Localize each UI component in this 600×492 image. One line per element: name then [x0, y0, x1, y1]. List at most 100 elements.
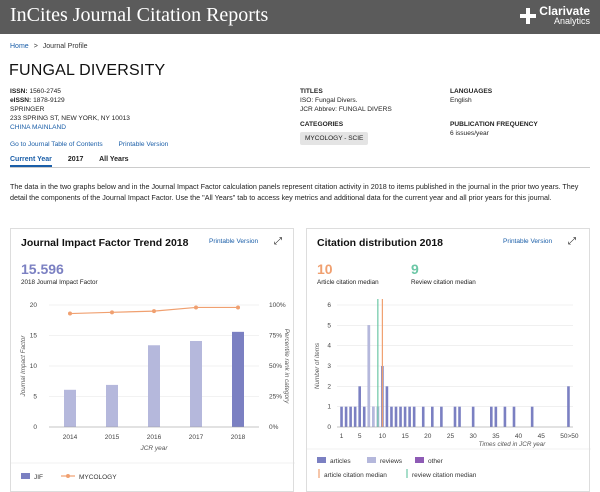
- y-tick-label: 10: [30, 363, 38, 370]
- clarivate-logo-icon: [520, 7, 537, 24]
- iso-value: Fungal Divers.: [315, 97, 358, 104]
- articles-bar: [340, 406, 343, 427]
- article-median-legend-label: article citation median: [324, 472, 387, 479]
- tab-2017[interactable]: 2017: [67, 156, 84, 163]
- articles-bar: [503, 406, 507, 427]
- y2-tick-label: 100%: [269, 302, 286, 309]
- breadcrumb: Home > Journal Profile: [10, 43, 88, 50]
- jif-bar: [106, 384, 118, 427]
- printable-version-link[interactable]: Printable Version: [118, 141, 169, 148]
- articles-bar: [403, 406, 407, 427]
- jif-bar: [190, 340, 202, 427]
- expand-icon[interactable]: ⤢: [568, 236, 576, 247]
- y2-tick-label: 50%: [269, 363, 282, 370]
- articles-bar: [421, 406, 425, 427]
- x-tick-label: 2017: [189, 434, 204, 441]
- mycology-point: [68, 311, 72, 316]
- y2-tick-label: 0%: [269, 424, 279, 431]
- x-tick-label: >50: [567, 433, 578, 440]
- reviews-bar: [367, 325, 371, 427]
- titles-section: TITLES ISO: Fungal Divers. JCR Abbrev: F…: [300, 87, 392, 114]
- citation-printable-link[interactable]: Printable Version: [503, 238, 553, 245]
- x-tick-label: 5: [358, 433, 362, 440]
- x-tick-label: 2016: [147, 434, 162, 441]
- jif-value-label: 2018 Journal Impact Factor: [21, 279, 98, 286]
- breadcrumb-home-link[interactable]: Home: [10, 43, 29, 50]
- articles-bar: [494, 406, 498, 427]
- citation-panel-title: Citation distribution 2018: [317, 237, 444, 249]
- breadcrumb-current: Journal Profile: [42, 43, 88, 50]
- jif-value: 15.596: [21, 261, 64, 277]
- jif-bar: [64, 389, 76, 427]
- articles-bar: [567, 386, 570, 427]
- mycology-point: [152, 309, 156, 314]
- x-tick-label: 50: [560, 433, 568, 440]
- tab-all-years[interactable]: All Years: [99, 156, 129, 163]
- reviews-legend-label: reviews: [380, 458, 403, 465]
- category-badge[interactable]: MYCOLOGY - SCIE: [300, 132, 369, 145]
- articles-bar: [385, 386, 389, 427]
- expand-icon[interactable]: ⤢: [274, 236, 282, 247]
- eissn-value: 1878-9129: [33, 97, 65, 104]
- country-link[interactable]: CHINA MAINLAND: [10, 124, 67, 131]
- article-median-label: Article citation median: [317, 279, 379, 286]
- jif-legend-swatch: [21, 473, 30, 479]
- x-tick-label: 30: [470, 433, 478, 440]
- languages-section: LANGUAGES English: [450, 87, 492, 105]
- articles-bar: [530, 406, 534, 427]
- x-tick-label: 15: [401, 433, 409, 440]
- mycology-point: [194, 305, 198, 310]
- languages-heading: LANGUAGES: [450, 88, 493, 95]
- frequency-heading: PUBLICATION FREQUENCY: [450, 121, 538, 128]
- articles-legend-swatch: [317, 457, 326, 463]
- articles-bar: [440, 406, 443, 427]
- jcr-abbrev-value: FUNGAL DIVERS: [338, 106, 392, 113]
- jif-panel-title: Journal Impact Factor Trend 2018: [21, 237, 189, 249]
- clarivate-logo[interactable]: Clarivate Analytics: [520, 5, 590, 26]
- articles-bar: [390, 406, 393, 427]
- titles-heading: TITLES: [300, 88, 323, 95]
- articles-bar: [399, 406, 402, 427]
- mycology-point: [236, 305, 240, 310]
- year-tabs: Current Year 2017 All Years: [10, 156, 143, 167]
- y-tick-label: 0: [327, 424, 331, 431]
- journal-title: FUNGAL DIVERSITY: [9, 62, 166, 79]
- articles-bar: [408, 406, 411, 427]
- x-tick-label: 45: [538, 433, 546, 440]
- mycology-legend-point: [66, 474, 70, 478]
- x-tick-label: 10: [379, 433, 387, 440]
- mycology-legend-label: MYCOLOGY: [79, 474, 117, 481]
- articles-legend-label: articles: [330, 458, 351, 465]
- issn-label: ISSN:: [10, 88, 28, 95]
- x-tick-label: 1: [340, 433, 344, 440]
- description-text: The data in the two graphs below and in …: [10, 182, 579, 202]
- y-axis-label: Number of items: [314, 342, 321, 389]
- journal-links: Go to Journal Table of Contents Printabl…: [10, 141, 182, 148]
- articles-bar: [458, 406, 461, 427]
- mycology-point: [110, 310, 114, 315]
- frequency-value: 6 issues/year: [450, 130, 489, 137]
- toc-link[interactable]: Go to Journal Table of Contents: [10, 141, 103, 148]
- issn-value: 1560-2745: [29, 88, 61, 95]
- categories-section: CATEGORIES MYCOLOGY - SCIE: [300, 120, 369, 145]
- x-tick-label: 2015: [105, 434, 120, 441]
- articles-bar: [358, 386, 361, 427]
- other-legend-swatch: [415, 457, 424, 463]
- reviews-bar: [372, 406, 375, 427]
- articles-bar: [512, 406, 516, 427]
- tab-divider: [10, 167, 590, 168]
- x-tick-label: 25: [447, 433, 455, 440]
- jif-bar: [232, 331, 244, 427]
- jcr-abbrev-label: JCR Abbrev:: [300, 106, 338, 113]
- articles-bar: [453, 406, 457, 427]
- jif-printable-link[interactable]: Printable Version: [209, 238, 259, 245]
- y-tick-label: 3: [327, 363, 331, 370]
- articles-bar: [471, 406, 475, 427]
- articles-bar: [353, 406, 357, 427]
- reviews-legend-swatch: [367, 457, 376, 463]
- article-median-value: 10: [317, 261, 333, 277]
- y-tick-label: 5: [327, 322, 331, 329]
- x-axis-label: Times cited in JCR year: [479, 441, 547, 448]
- tab-current-year[interactable]: Current Year: [10, 156, 52, 167]
- journal-meta: ISSN: 1560-2745 eISSN: 1878-9129 SPRINGE…: [10, 87, 130, 132]
